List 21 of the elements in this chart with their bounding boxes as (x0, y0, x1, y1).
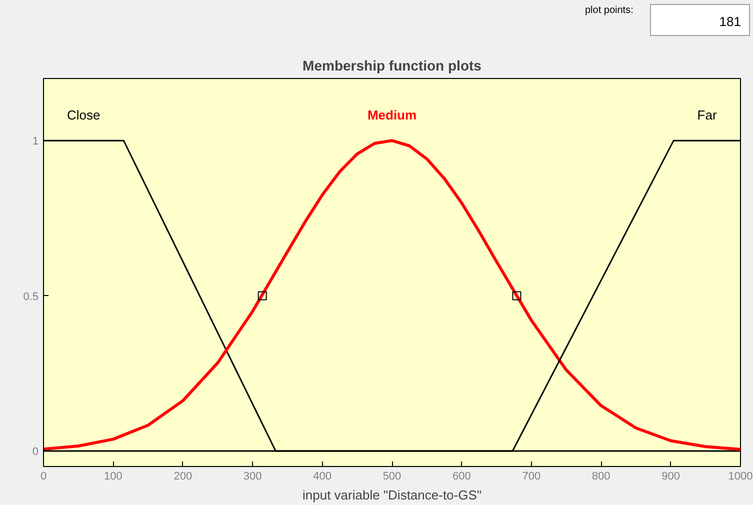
x-tick-label: 400 (313, 470, 332, 482)
x-tick-label: 1000 (728, 470, 753, 482)
series-label: Medium (367, 108, 417, 123)
x-tick-label: 700 (522, 470, 541, 482)
x-tick-label: 500 (382, 470, 402, 482)
x-tick-label: 800 (592, 470, 610, 482)
series-label: Close (66, 108, 100, 123)
series-label: Far (697, 108, 718, 123)
x-tick-label: 200 (174, 470, 192, 482)
y-tick-label: 0 (32, 446, 39, 458)
x-tick-label: 100 (104, 470, 122, 482)
text: plot points: (585, 4, 634, 18)
x-tick-label: 900 (662, 470, 680, 482)
x-tick-label: 600 (452, 470, 471, 482)
y-tick-label: 1 (32, 136, 39, 148)
y-tick-label: 0.5 (23, 290, 39, 303)
text: 181 (719, 13, 741, 31)
x-tick-label: 300 (243, 470, 262, 482)
chart-title: Membership function plots (302, 58, 482, 74)
x-tick-label: 0 (40, 470, 47, 482)
x-axis-title: input variable "Distance-to-GS" (302, 488, 482, 502)
